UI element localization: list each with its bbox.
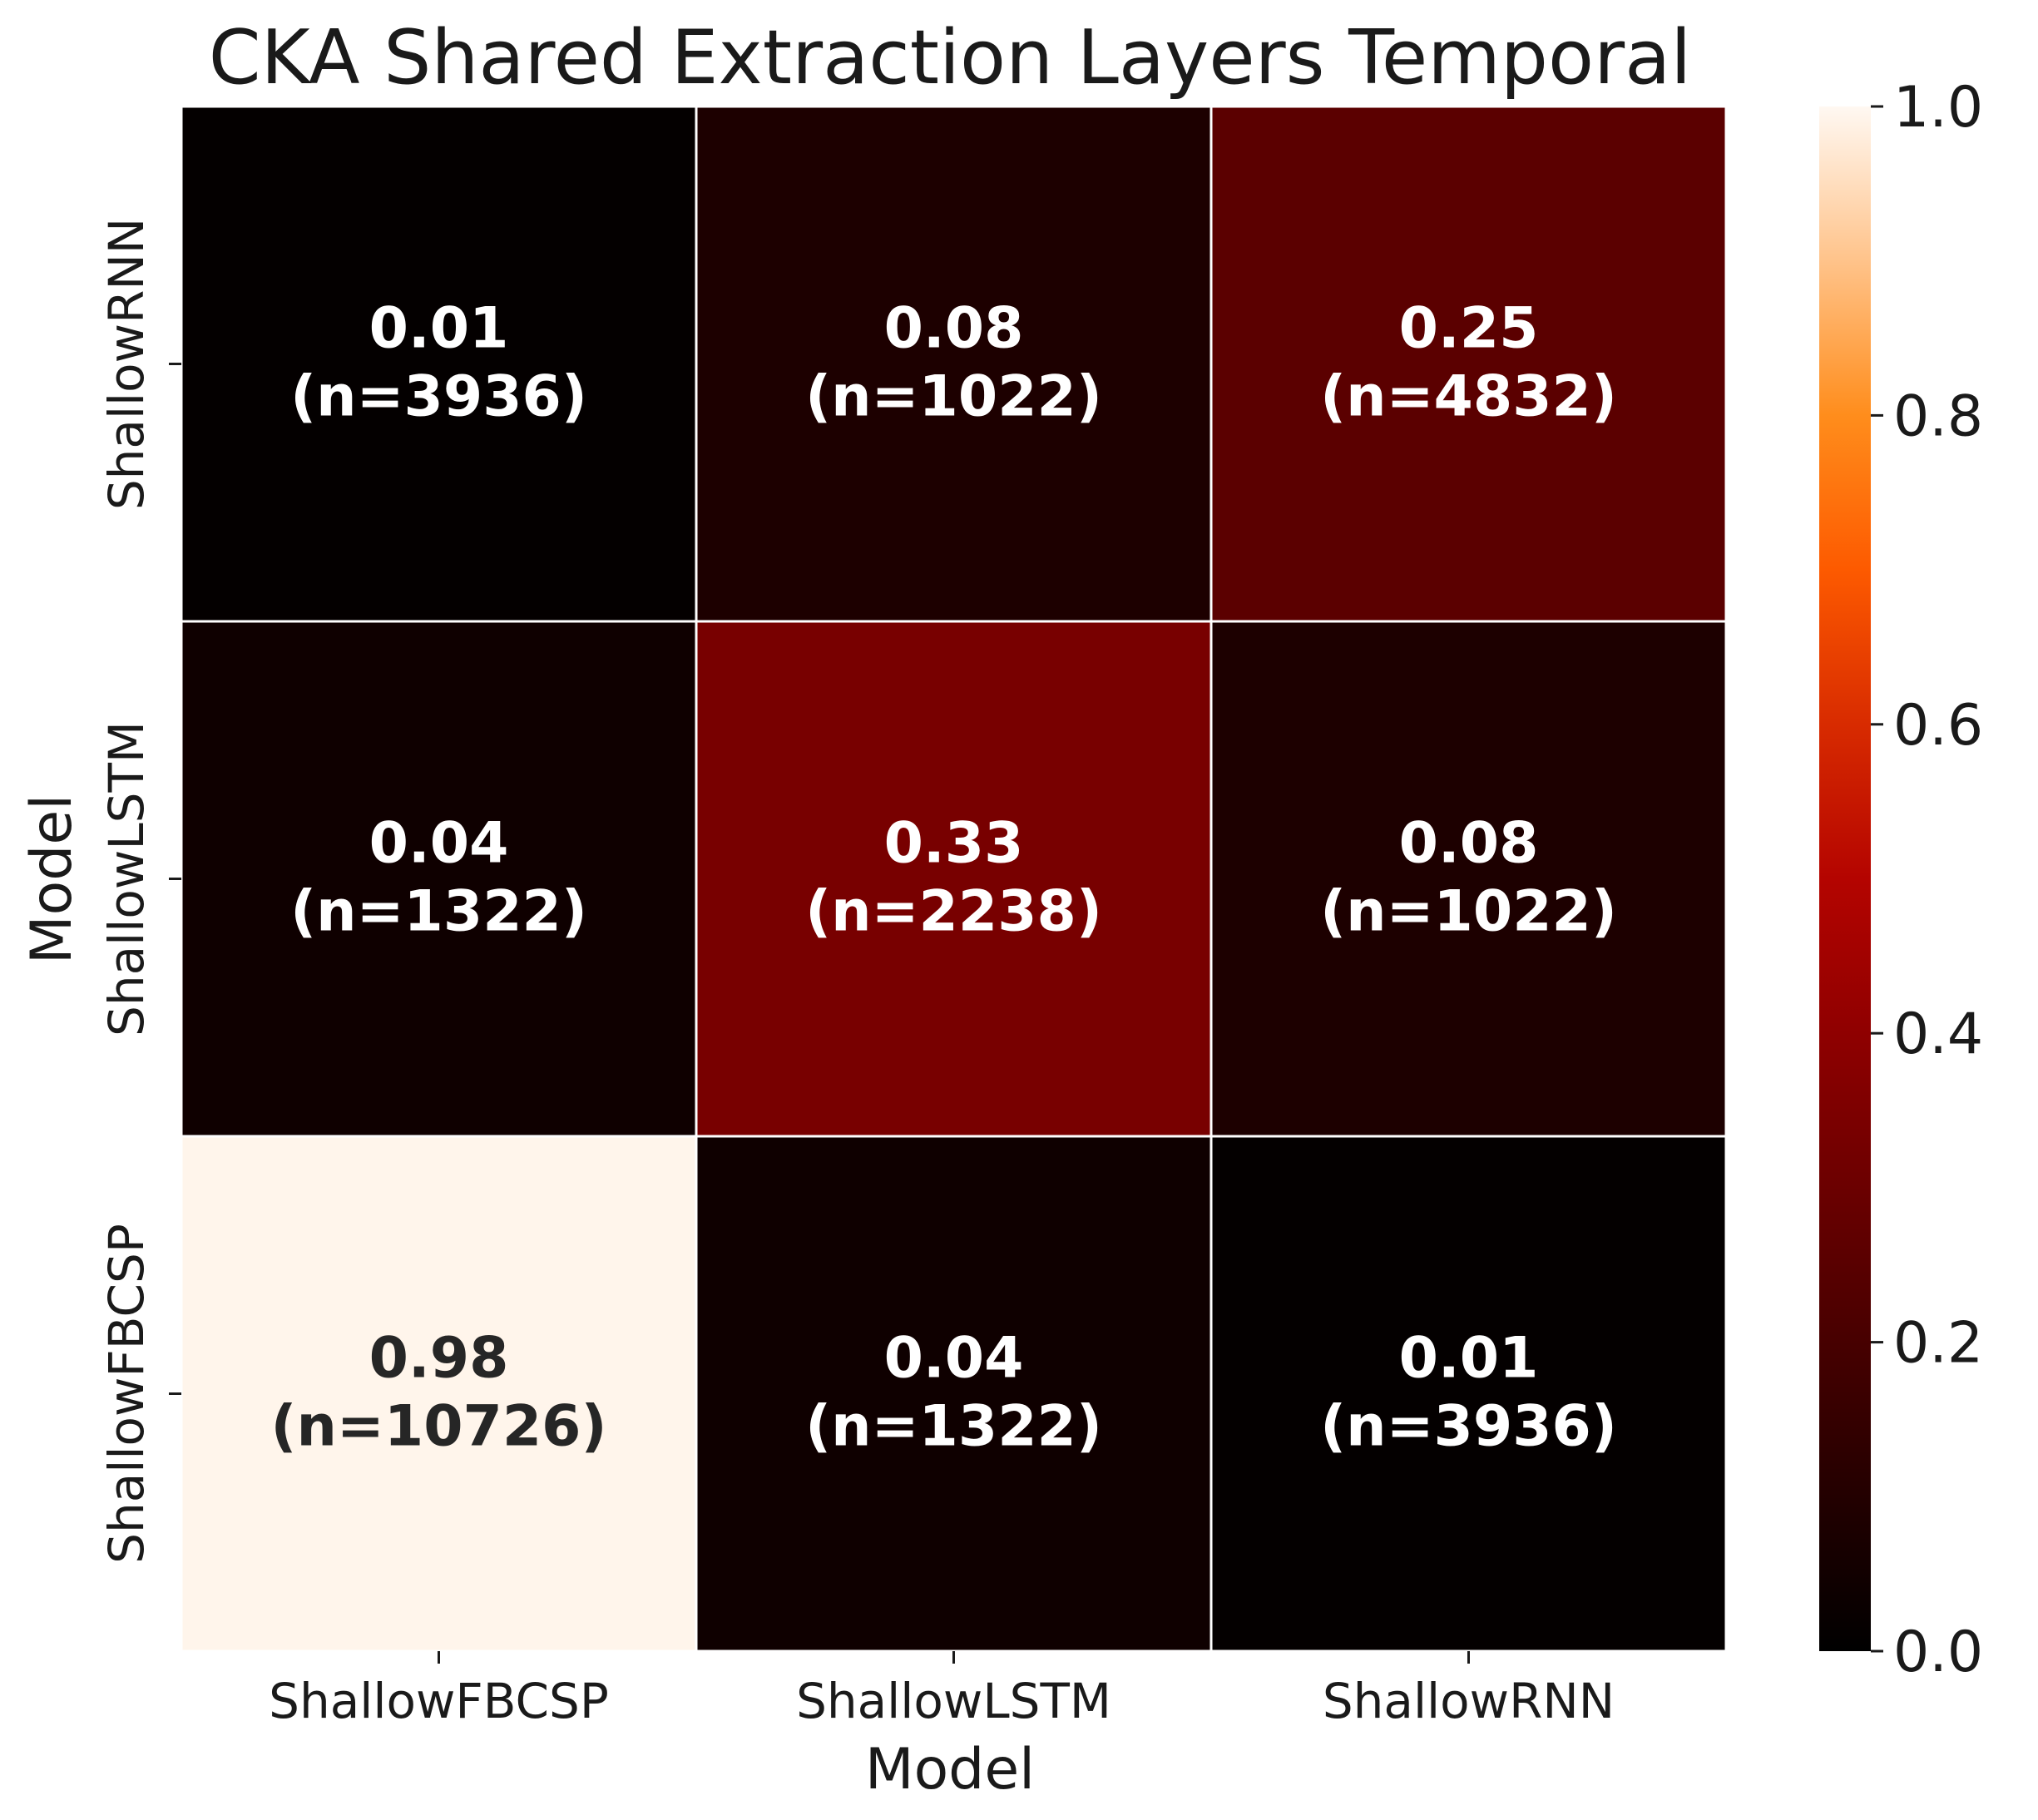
x-tick-label: ShallowLSTM (796, 1673, 1111, 1729)
cell-count-label: (n=4832) (1320, 364, 1617, 430)
cell-value-label: 0.08 (884, 296, 1024, 362)
cell-count-label: (n=3936) (290, 364, 587, 430)
chart-title: CKA Shared Extraction Layers Temporal (209, 14, 1691, 101)
colorbar-tick-label: 0.6 (1893, 693, 1983, 759)
colorbar-tick-label: 0.0 (1893, 1620, 1983, 1685)
cell-count-label: (n=1322) (290, 879, 587, 945)
cell-value-label: 0.25 (1399, 296, 1539, 362)
colorbar-tick-label: 1.0 (1893, 75, 1983, 141)
colorbar-tick-label: 0.4 (1893, 1001, 1983, 1067)
heatmap-cell (1209, 620, 1728, 1138)
cell-count-label: (n=1022) (1320, 879, 1617, 945)
colorbar (1819, 106, 1871, 1651)
cell-value-label: 0.08 (1399, 811, 1539, 877)
y-tick-label: ShallowFBCSP (98, 1224, 155, 1564)
cell-value-label: 0.01 (369, 296, 509, 362)
cell-count-label: (n=3936) (1320, 1394, 1617, 1460)
heatmap-cell (695, 105, 1213, 623)
x-tick-label: ShallowFBCSP (269, 1673, 609, 1729)
heatmap-cell (180, 620, 698, 1138)
y-tick-label: ShallowRNN (98, 218, 155, 510)
cell-value-label: 0.04 (369, 811, 509, 877)
cell-value-label: 0.33 (884, 811, 1024, 877)
heatmap-cell (180, 1135, 698, 1653)
cell-value-label: 0.01 (1399, 1326, 1539, 1392)
y-tick-label: ShallowLSTM (98, 721, 155, 1036)
colorbar-ticks: 0.0 0.2 0.4 0.6 0.8 1.0 (1871, 75, 1983, 1685)
cell-count-label: (n=1022) (805, 364, 1102, 430)
colorbar-tick-label: 0.8 (1893, 383, 1983, 449)
x-axis-ticks: ShallowFBCSP ShallowLSTM ShallowRNN (269, 1651, 1615, 1729)
heatmap-cell (180, 105, 698, 623)
cell-value-label: 0.98 (369, 1326, 509, 1392)
x-tick-label: ShallowRNN (1323, 1673, 1615, 1729)
y-axis-ticks: ShallowRNN ShallowLSTM ShallowFBCSP (98, 218, 181, 1564)
cell-count-label: (n=2238) (805, 879, 1102, 945)
y-axis-title: Model (19, 794, 85, 964)
heatmap-cell (695, 620, 1213, 1138)
heatmap-cell (695, 1135, 1213, 1653)
cell-count-label: (n=1322) (805, 1394, 1102, 1460)
colorbar-tick-label: 0.2 (1893, 1311, 1983, 1377)
cell-count-label: (n=10726) (270, 1394, 606, 1460)
heatmap-cells: 0.01(n=3936)0.08(n=1022)0.25(n=4832)0.04… (180, 105, 1728, 1653)
x-axis-title: Model (865, 1737, 1035, 1803)
heatmap-cell (1209, 105, 1728, 623)
cell-value-label: 0.04 (884, 1326, 1024, 1392)
